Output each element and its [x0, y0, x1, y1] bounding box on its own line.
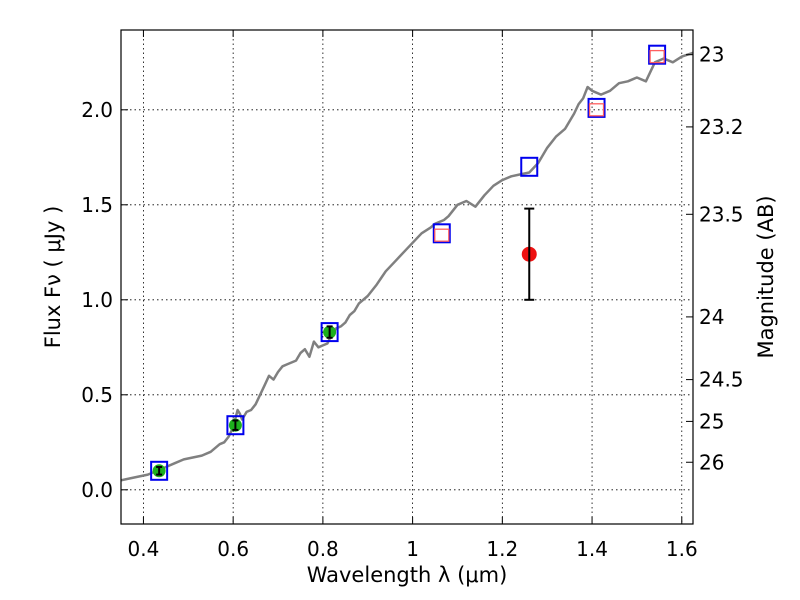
x-tick-label: 0.8	[307, 537, 339, 561]
photometry-square	[226, 415, 245, 436]
error-bar	[232, 419, 239, 431]
x-axis-label: Wavelength λ (μm)	[307, 563, 508, 587]
axis-ticks: 0.4 0.6 0.8 1 1.2 1.4 1.6 0.0 0.5 1.0 1.5 2.0 23 23.2…	[81, 30, 744, 561]
photometry-square	[587, 97, 606, 118]
right-tick-label: 23.5	[699, 202, 744, 226]
plot-area	[120, 44, 694, 482]
y-tick-label: 1.5	[81, 193, 113, 217]
x-tick-label: 1.4	[576, 537, 608, 561]
right-tick-label: 24.5	[699, 368, 744, 392]
photometry-square	[520, 156, 539, 177]
y-tick-label: 2.0	[81, 98, 113, 122]
x-tick-label: 1	[406, 537, 419, 561]
error-bar	[326, 325, 333, 339]
plot-frame	[120, 29, 694, 525]
x-tick-label: 0.6	[217, 537, 249, 561]
right-tick-label: 23.2	[699, 115, 744, 139]
photometry-square	[320, 322, 339, 343]
photometry-square	[432, 223, 451, 244]
y-axis-label: Flux Fν ( μJy )	[41, 206, 65, 349]
error-bar	[524, 207, 535, 301]
right-tick-label: 23	[699, 43, 724, 67]
grid-lines	[121, 30, 693, 524]
y-tick-label: 1.0	[81, 288, 113, 312]
photometry-square	[150, 460, 169, 481]
photometry-square	[648, 44, 667, 65]
right-tick-label: 26	[699, 450, 724, 474]
band-flux-square	[588, 103, 605, 117]
x-tick-label: 1.2	[486, 537, 518, 561]
right-tick-label: 25	[699, 409, 724, 433]
x-tick-label: 0.4	[128, 537, 160, 561]
y-tick-label: 0.5	[81, 383, 113, 407]
right-axis-label: Magnitude (AB)	[754, 195, 778, 358]
x-tick-label: 1.6	[666, 537, 698, 561]
band-flux-square	[649, 49, 665, 64]
spectrum-line	[120, 51, 694, 482]
error-bar	[156, 466, 163, 476]
band-flux-square	[434, 228, 450, 242]
y-tick-label: 0.0	[81, 478, 113, 502]
right-tick-label: 24	[699, 305, 724, 329]
